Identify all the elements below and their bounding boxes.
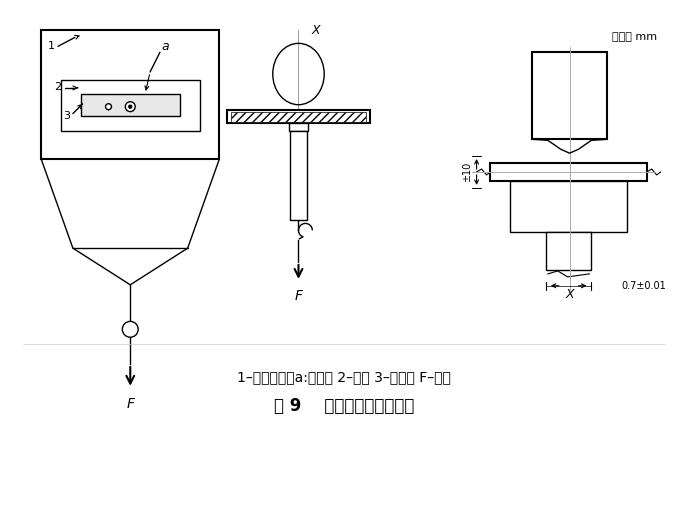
Text: 1–试验夹具（a:刀片） 2–试样 3–支持台 F–负载: 1–试验夹具（a:刀片） 2–试样 3–支持台 F–负载	[237, 370, 451, 384]
Circle shape	[125, 102, 136, 112]
Bar	[532, 52, 608, 139]
Circle shape	[129, 105, 132, 108]
Text: F: F	[127, 397, 134, 411]
Text: a: a	[161, 40, 169, 53]
Bar	[231, 112, 366, 122]
Text: 1: 1	[47, 41, 54, 51]
Bar	[290, 131, 308, 221]
Text: ±10: ±10	[462, 162, 472, 182]
Bar	[61, 80, 200, 131]
Bar	[41, 31, 219, 159]
Text: 3: 3	[63, 111, 70, 121]
Text: 单位： mm: 单位： mm	[612, 32, 656, 42]
Bar	[80, 94, 180, 115]
Text: 0.7±0.01: 0.7±0.01	[621, 281, 666, 291]
Bar	[290, 131, 308, 221]
Bar	[546, 232, 592, 270]
Circle shape	[105, 104, 111, 110]
Text: X: X	[312, 24, 321, 37]
Bar	[288, 123, 308, 131]
Bar	[227, 110, 369, 123]
Text: 图 9    加热变形性试验装置: 图 9 加热变形性试验装置	[274, 397, 414, 415]
Text: X: X	[566, 288, 574, 301]
Bar	[532, 52, 608, 139]
Circle shape	[122, 322, 138, 337]
Text: 2: 2	[54, 82, 62, 92]
Bar	[491, 163, 647, 181]
Bar	[510, 181, 627, 232]
Text: F: F	[294, 289, 303, 303]
